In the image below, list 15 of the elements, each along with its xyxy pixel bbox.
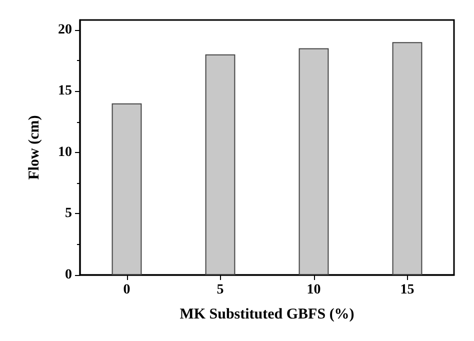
x-tick-label: 10 <box>306 282 321 298</box>
bar <box>298 48 329 275</box>
bar <box>392 42 422 275</box>
y-axis-title: Flow (cm) <box>26 115 42 180</box>
bar <box>205 54 236 275</box>
y-tick-label: 5 <box>65 206 72 222</box>
y-tick-label: 20 <box>58 22 72 38</box>
bar <box>112 103 142 275</box>
y-tick-label: 0 <box>65 268 72 282</box>
x-tick-label: 15 <box>400 282 414 298</box>
x-tick-label: 5 <box>216 282 224 298</box>
y-tick-label: 15 <box>58 84 72 99</box>
x-tick-label: 0 <box>123 282 130 298</box>
x-axis-title: MK Substituted GBFS (%) <box>180 306 354 322</box>
y-tick-label: 10 <box>58 144 72 160</box>
